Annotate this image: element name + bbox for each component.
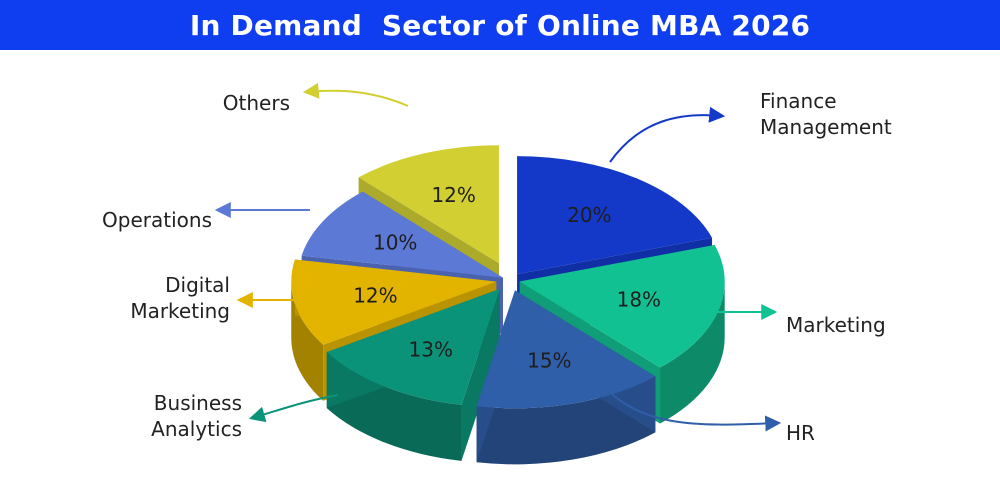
pie-slice-business-analytics: 13% [326, 288, 500, 461]
category-label-marketing: Marketing [712, 304, 886, 337]
slice-value-label: 18% [617, 288, 661, 312]
connector-arrow [302, 82, 409, 107]
category-label-text: HR [786, 421, 815, 445]
category-label-text: Business [154, 391, 242, 415]
category-label-text: Digital [165, 273, 230, 297]
slice-value-label: 12% [353, 283, 397, 307]
category-label-text: Finance [760, 89, 837, 113]
slice-value-label: 12% [431, 183, 475, 207]
connector-arrow [248, 394, 339, 423]
category-label-text: Marketing [786, 313, 886, 337]
category-label-text: Operations [102, 208, 212, 232]
slice-value-label: 15% [527, 349, 571, 373]
title-bar: In Demand Sector of Online MBA 2026 [0, 0, 1000, 50]
pie-slice-hr: 15% [476, 290, 656, 465]
slice-value-label: 13% [409, 337, 453, 361]
category-label-text: Management [760, 115, 892, 139]
category-label-text: Marketing [130, 299, 230, 323]
connector-arrow [597, 379, 782, 432]
slice-value-label: 20% [567, 203, 611, 227]
category-label-others: Others [223, 82, 409, 115]
category-label-hr: HR [597, 379, 815, 445]
category-label-text: Analytics [151, 417, 242, 441]
chart-title: In Demand Sector of Online MBA 2026 [189, 8, 811, 42]
category-label-operations: Operations [102, 202, 310, 232]
slice-value-label: 10% [373, 230, 417, 254]
category-label-text: Others [223, 91, 290, 115]
pie-chart: 12%20%10%12% 18%13% 15% FinanceManagementM… [102, 82, 892, 465]
connector-arrow [609, 106, 726, 163]
